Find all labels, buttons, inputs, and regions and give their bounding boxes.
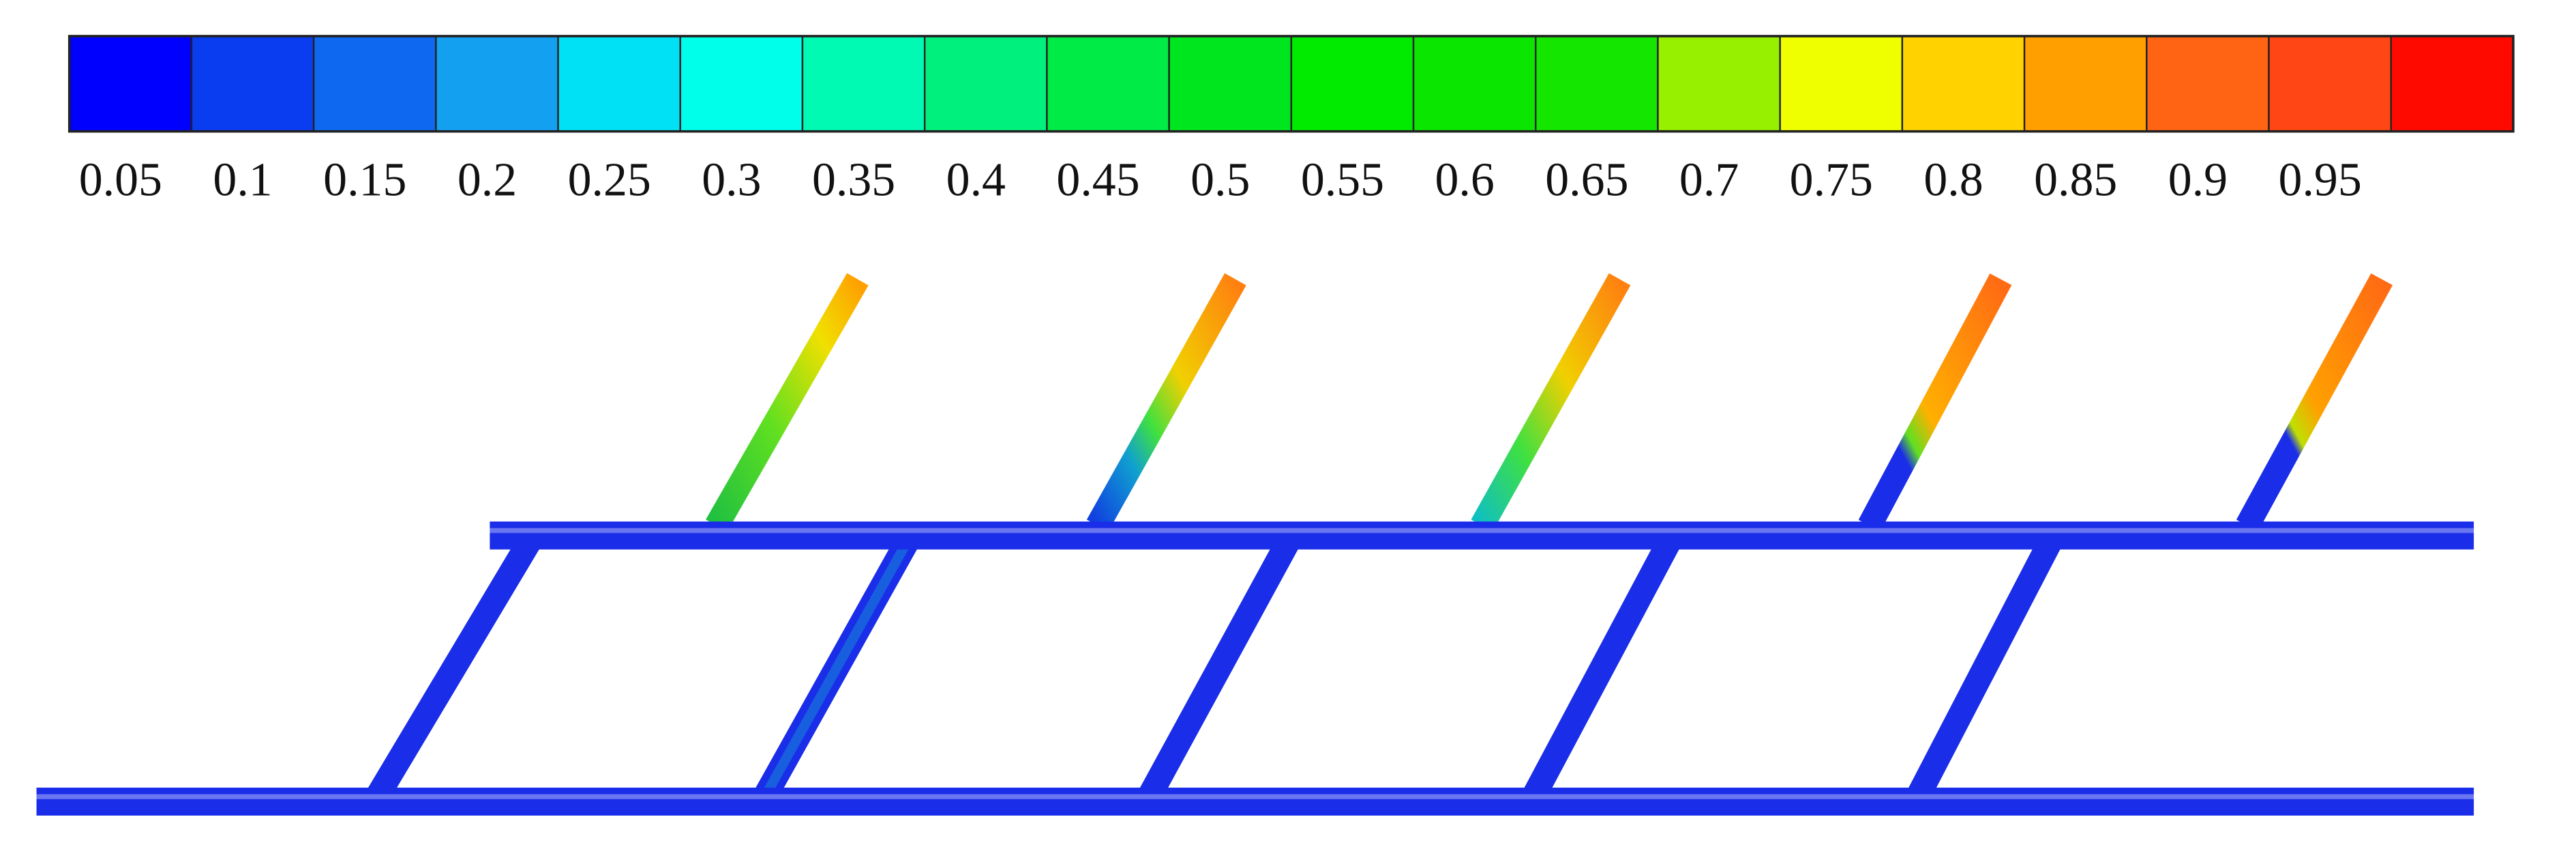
colorbar-swatch: [801, 35, 926, 132]
colorbar-swatch: [2268, 35, 2392, 132]
colorbar-tick-label: 0.15: [323, 154, 406, 207]
colorbar-tick-label: 0.45: [1056, 154, 1139, 207]
colorbar-tick-label: 0.9: [2168, 154, 2228, 207]
colorbar-tick-label: 0.2: [458, 154, 517, 207]
colorbar: 0.05 0.1 0.15 0.2 0.25 0.3 0.35 0.4 0.45 0.5 0.55 0…: [68, 35, 2515, 207]
colorbar-swatch: [1779, 35, 1904, 132]
colorbar-frame: [68, 35, 2515, 133]
colorbar-swatch: [1901, 35, 2026, 132]
colorbar-swatch: [312, 35, 437, 132]
pipe-network: [36, 252, 2474, 816]
colorbar-swatch: [1657, 35, 1781, 132]
colorbar-tick-label: 0.25: [568, 154, 651, 207]
colorbar-tick-label: 0.75: [1790, 154, 1873, 207]
colorbar-tick-label: 0.95: [2279, 154, 2362, 207]
colorbar-swatch: [2390, 35, 2515, 132]
colorbar-swatch: [190, 35, 315, 132]
colorbar-tick-label: 0.7: [1679, 154, 1739, 207]
colorbar-swatch: [1046, 35, 1170, 132]
colorbar-swatch: [2146, 35, 2270, 132]
colorbar-tick-label: 0.05: [79, 154, 162, 207]
colorbar-swatch: [923, 35, 1048, 132]
colorbar-tick-label: 0.6: [1435, 154, 1495, 207]
colorbar-tick-label: 0.35: [812, 154, 895, 207]
colorbar-tick-label: 0.1: [213, 154, 272, 207]
colorbar-swatch: [679, 35, 804, 132]
colorbar-tick-label: 0.5: [1190, 154, 1250, 207]
colorbar-tick-label: 0.4: [946, 154, 1006, 207]
colorbar-swatch: [2023, 35, 2148, 132]
colorbar-swatch: [435, 35, 559, 132]
colorbar-swatch: [1412, 35, 1537, 132]
colorbar-swatch: [1168, 35, 1293, 132]
colorbar-swatch: [68, 35, 193, 132]
colorbar-swatch: [1535, 35, 1659, 132]
colorbar-tick-label: 0.3: [702, 154, 761, 207]
colorbar-tick-label: 0.55: [1301, 154, 1384, 207]
colorbar-tick-label: 0.65: [1545, 154, 1628, 207]
colorbar-tick-label: 0.85: [2034, 154, 2117, 207]
colorbar-tick-label: 0.8: [1923, 154, 1983, 207]
colorbar-swatch: [1290, 35, 1415, 132]
colorbar-swatch: [557, 35, 681, 132]
